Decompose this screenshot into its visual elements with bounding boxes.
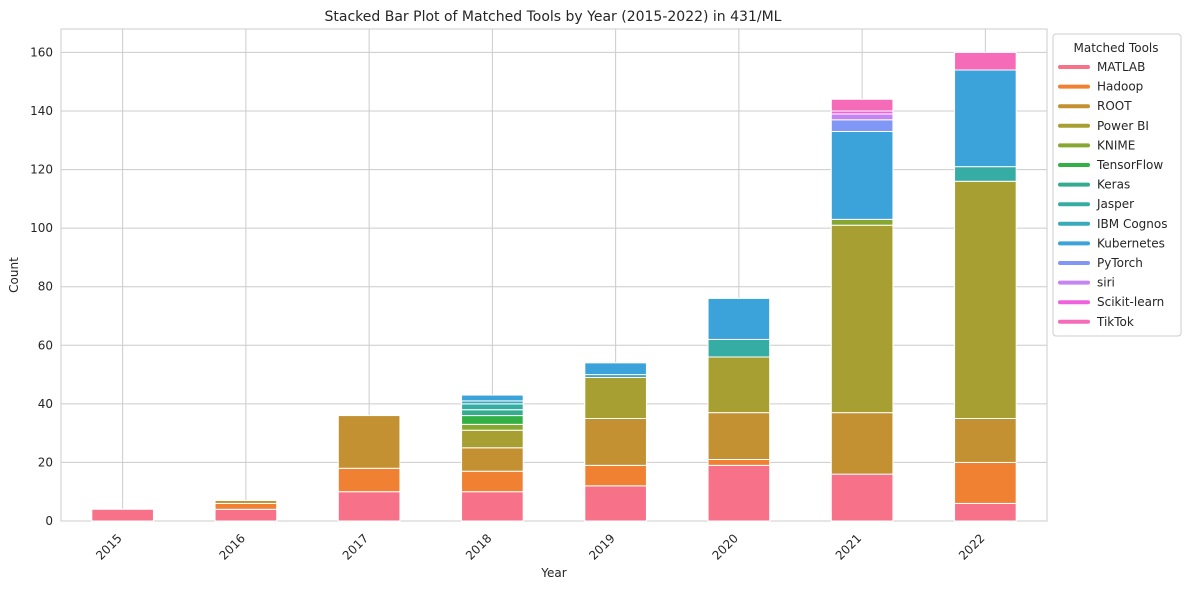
x-tick-label: 2022 — [956, 531, 987, 562]
legend-label: siri — [1097, 276, 1115, 290]
bar-segment — [707, 412, 771, 460]
bar-segment — [461, 403, 524, 411]
legend-item: KNIME — [1058, 138, 1135, 152]
x-tick-label: 2020 — [709, 531, 740, 562]
legend-label: ROOT — [1097, 99, 1132, 113]
y-tick-label: 120 — [30, 163, 53, 177]
legend-items: MATLAB Hadoop ROOT Power BI KNIME TensorFlow K… — [1058, 60, 1167, 329]
chart-title: Stacked Bar Plot of Matched Tools by Yea… — [325, 9, 782, 25]
legend-label: PyTorch — [1097, 256, 1143, 270]
bar-segment — [830, 412, 894, 475]
bar-segment — [830, 218, 894, 226]
bar-segment — [461, 394, 524, 402]
legend-item: Jasper — [1058, 197, 1134, 211]
bar-segment — [461, 470, 524, 493]
legend-item: PyTorch — [1058, 256, 1143, 270]
bar-segment — [214, 500, 278, 504]
legend-item: Keras — [1058, 178, 1130, 192]
y-tick-label: 100 — [30, 221, 53, 235]
legend-label: TikTok — [1096, 315, 1134, 329]
bar-segment — [954, 180, 1017, 419]
legend-item: IBM Cognos — [1058, 217, 1167, 231]
x-tick-label: 2021 — [833, 531, 864, 562]
legend-title: Matched Tools — [1074, 41, 1159, 55]
bar-segment — [707, 297, 771, 340]
y-tick-label: 0 — [45, 514, 53, 528]
legend-item: Hadoop — [1058, 80, 1143, 94]
legend-item: Scikit-learn — [1058, 295, 1164, 309]
bar-segment — [461, 491, 524, 522]
legend-label: MATLAB — [1097, 60, 1145, 74]
bars-layer — [91, 51, 1017, 522]
x-tick-label: 2017 — [340, 531, 371, 562]
bar-segment — [461, 409, 524, 417]
bar-segment — [830, 119, 894, 132]
bar-segment — [707, 459, 771, 466]
y-tick-label: 20 — [38, 455, 53, 469]
bar-segment — [954, 69, 1017, 168]
bar-segment — [461, 415, 524, 425]
legend-item: Kubernetes — [1058, 236, 1165, 250]
bar-segment — [954, 166, 1017, 182]
bar-segment — [584, 464, 647, 487]
y-tick-label: 140 — [30, 104, 53, 118]
bar-segment — [461, 423, 524, 431]
bar-segment — [584, 485, 647, 522]
bar-segment — [707, 356, 771, 414]
legend-item: TikTok — [1058, 315, 1134, 329]
legend-label: KNIME — [1097, 138, 1135, 152]
y-tick-label: 80 — [38, 280, 53, 294]
bar-segment — [584, 418, 647, 466]
bar-segment — [707, 338, 771, 358]
bar-segment — [91, 508, 154, 522]
bar-segment — [830, 131, 894, 220]
bar-segment — [830, 98, 894, 112]
legend-label: Keras — [1097, 178, 1130, 192]
bar-segment — [830, 113, 894, 121]
legend-label: TensorFlow — [1096, 158, 1163, 172]
legend-item: MATLAB — [1058, 60, 1145, 74]
x-tick-label: 2018 — [463, 531, 494, 562]
y-axis-label: Count — [7, 257, 21, 293]
legend-item: siri — [1058, 276, 1115, 290]
x-tick-label: 2016 — [216, 531, 247, 562]
x-axis-label: Year — [540, 566, 566, 580]
bar-segment — [830, 473, 894, 522]
x-tick-labels: 2015 2016 2017 2018 2019 2020 2021 2022 — [93, 531, 987, 562]
legend-label: IBM Cognos — [1097, 217, 1167, 231]
plot-area — [60, 28, 1048, 522]
x-tick-label: 2019 — [586, 531, 617, 562]
y-tick-label: 40 — [38, 397, 53, 411]
bar-segment — [954, 51, 1017, 71]
legend: Matched Tools MATLAB Hadoop ROOT Power BI KN… — [1052, 33, 1182, 337]
legend-box — [1052, 33, 1182, 337]
bar-segment — [461, 429, 524, 449]
bar-segment — [584, 362, 647, 376]
legend-label: Scikit-learn — [1097, 295, 1164, 309]
y-tick-label: 160 — [30, 45, 53, 59]
legend-item: TensorFlow — [1058, 158, 1163, 172]
legend-label: Jasper — [1096, 197, 1134, 211]
bar-segment — [337, 467, 401, 493]
legend-item: ROOT — [1058, 99, 1132, 113]
x-tick-label: 2015 — [93, 531, 124, 562]
y-tick-labels: 0 20 40 60 80 100 120 140 160 — [30, 45, 53, 528]
bar-segment — [214, 502, 278, 510]
bar-segment — [707, 464, 771, 522]
bar-segment — [954, 461, 1017, 504]
bar-segment — [954, 502, 1017, 522]
bar-segment — [337, 415, 401, 469]
legend-label: Hadoop — [1097, 80, 1143, 94]
bar-segment — [337, 491, 401, 522]
legend-label: Kubernetes — [1097, 236, 1165, 250]
y-tick-label: 60 — [38, 338, 53, 352]
bar-segment — [954, 418, 1017, 463]
bar-segment — [461, 447, 524, 472]
bar-segment — [830, 224, 894, 414]
legend-label: Power BI — [1097, 119, 1149, 133]
bar-segment — [584, 377, 647, 419]
legend-item: Power BI — [1058, 119, 1149, 133]
bar-segment — [214, 508, 278, 522]
